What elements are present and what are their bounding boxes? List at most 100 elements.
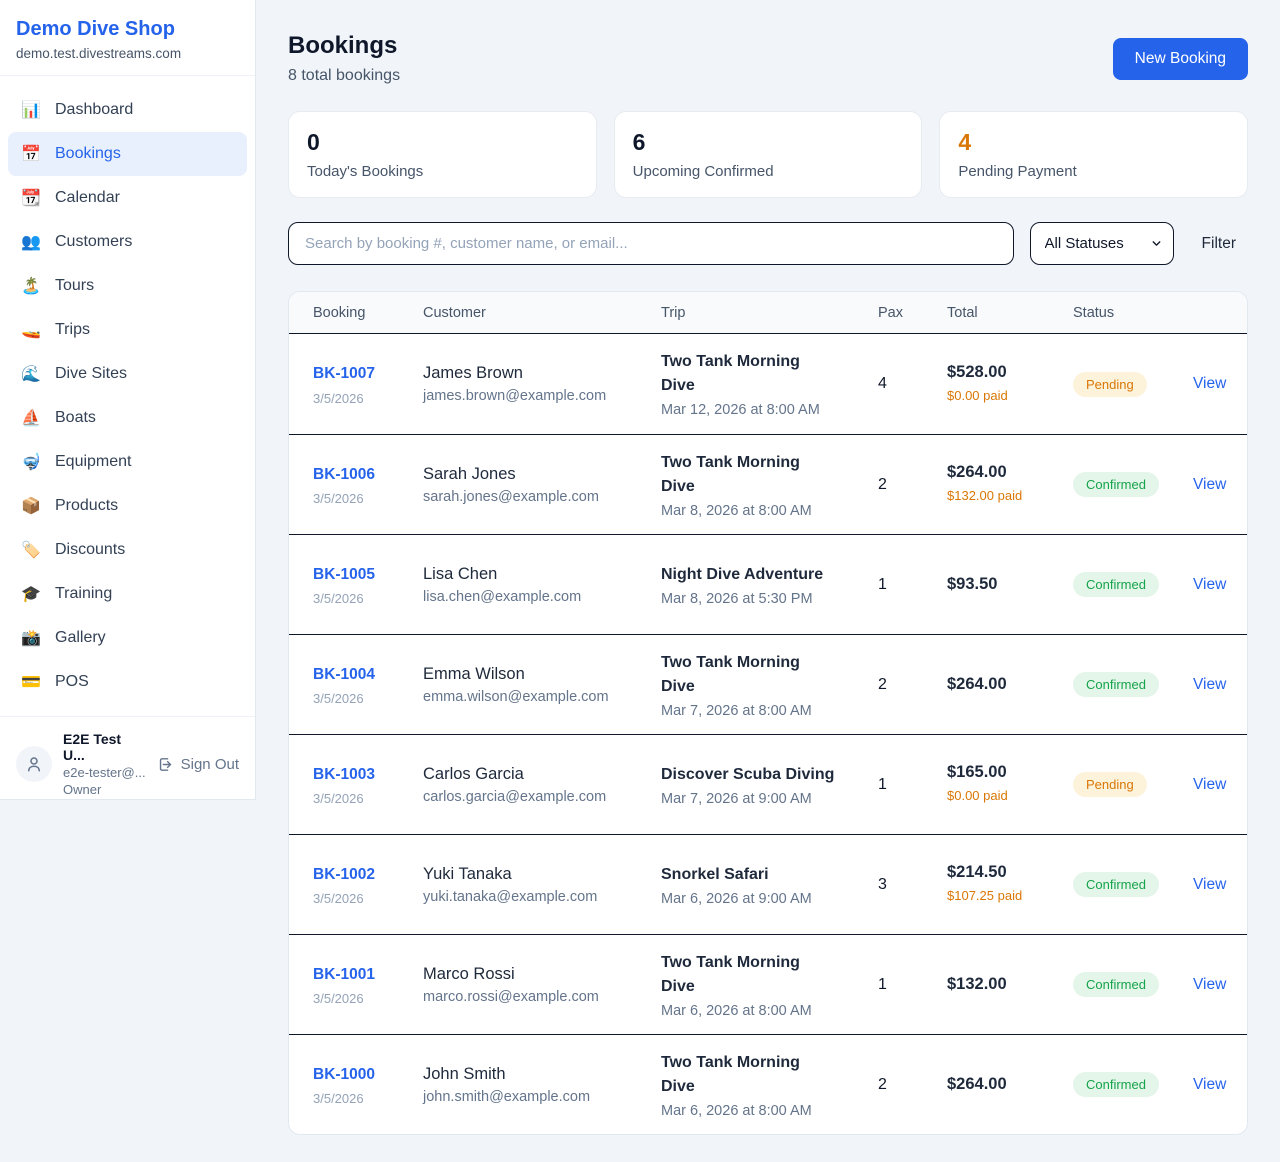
- brand-domain: demo.test.divestreams.com: [16, 46, 182, 61]
- view-link[interactable]: View: [1193, 575, 1227, 593]
- stat-label: Today's Bookings: [307, 163, 424, 180]
- pax-count: 2: [878, 1075, 887, 1093]
- sidebar-item-label: Products: [55, 497, 119, 514]
- view-link[interactable]: View: [1193, 875, 1227, 893]
- customer-name: Sarah Jones: [423, 464, 516, 483]
- customer-name: Marco Rossi: [423, 964, 515, 983]
- sidebar-item-label: Dashboard: [55, 101, 134, 118]
- sidebar-item-customers[interactable]: 👥 Customers: [8, 220, 247, 264]
- status-select-wrap: All Statuses: [1029, 222, 1174, 265]
- sidebar-item-label: Dive Sites: [55, 365, 128, 382]
- status-select[interactable]: All Statuses: [1029, 222, 1174, 265]
- view-link[interactable]: View: [1193, 675, 1227, 693]
- avatar: [16, 746, 52, 782]
- total-amount: $264.00: [947, 1075, 1007, 1093]
- sidebar-item-equipment[interactable]: 🤿 Equipment: [8, 440, 247, 484]
- sidebar-item-calendar[interactable]: 📆 Calendar: [8, 176, 247, 220]
- page-header: Bookings 8 total bookings New Booking: [288, 32, 1248, 85]
- trip-time: Mar 8, 2026 at 5:30 PM: [661, 590, 813, 607]
- pax-count: 1: [878, 775, 887, 793]
- status-badge: Confirmed: [1073, 972, 1159, 997]
- paid-amount: $107.25 paid: [947, 888, 1023, 904]
- pax-count: 3: [878, 875, 887, 893]
- sidebar-item-boats[interactable]: ⛵ Boats: [8, 396, 247, 440]
- sidebar-item-products[interactable]: 📦 Products: [8, 484, 247, 528]
- total-amount: $165.00: [947, 763, 1007, 782]
- customer-email: sarah.jones@example.com: [423, 488, 599, 505]
- total-amount: $132.00: [947, 975, 1007, 993]
- booking-date: 3/5/2026: [313, 390, 364, 406]
- sidebar-item-label: Customers: [55, 233, 133, 250]
- sidebar-item-discounts[interactable]: 🏷️ Discounts: [8, 528, 247, 572]
- trip-time: Mar 6, 2026 at 8:00 AM: [661, 1102, 812, 1119]
- paid-amount: $0.00 paid: [947, 387, 1008, 403]
- stat-card-pending-payment: 4 Pending Payment: [939, 111, 1248, 198]
- tear-off-calendar-icon: 📆: [21, 190, 41, 207]
- booking-id-link[interactable]: BK-1007: [313, 365, 376, 383]
- tag-icon: 🏷️: [21, 542, 41, 559]
- pax-count: 1: [878, 575, 887, 593]
- booking-date: 3/5/2026: [313, 691, 364, 706]
- trip-time: Mar 6, 2026 at 9:00 AM: [661, 890, 812, 907]
- booking-id-link[interactable]: BK-1006: [313, 465, 376, 483]
- pax-count: 2: [878, 675, 887, 693]
- sidebar-item-trips[interactable]: 🚤 Trips: [8, 308, 247, 352]
- column-header-booking: Booking: [313, 304, 366, 321]
- filter-button[interactable]: Filter: [1201, 234, 1236, 252]
- sidebar-item-label: Gallery: [55, 629, 106, 646]
- booking-id-link[interactable]: BK-1002: [313, 865, 376, 883]
- sidebar-item-dashboard[interactable]: 📊 Dashboard: [8, 88, 247, 132]
- sidebar-item-dive-sites[interactable]: 🌊 Dive Sites: [8, 352, 247, 396]
- user-role: Owner: [63, 782, 102, 797]
- booking-id-link[interactable]: BK-1003: [313, 765, 376, 783]
- sidebar: Demo Dive Shop demo.test.divestreams.com…: [0, 0, 256, 800]
- sidebar-item-tours[interactable]: 🏝️ Tours: [8, 264, 247, 308]
- booking-date: 3/5/2026: [313, 891, 364, 906]
- view-link[interactable]: View: [1193, 975, 1227, 993]
- customer-email: yuki.tanaka@example.com: [423, 888, 598, 905]
- brand-block: Demo Dive Shop demo.test.divestreams.com: [0, 0, 255, 76]
- trip-name: Two Tank Morning Dive: [661, 953, 800, 995]
- filters-row: All Statuses Filter: [288, 222, 1248, 265]
- table-row: BK-1002 3/5/2026 Yuki Tanaka yuki.tanaka…: [289, 834, 1247, 934]
- new-booking-button[interactable]: New Booking: [1112, 37, 1248, 80]
- view-link[interactable]: View: [1193, 475, 1227, 493]
- sidebar-item-gallery[interactable]: 📸 Gallery: [8, 616, 247, 660]
- sidebar-item-bookings[interactable]: 📅 Bookings: [8, 132, 247, 176]
- package-icon: 📦: [21, 498, 41, 515]
- sidebar-item-pos[interactable]: 💳 POS: [8, 660, 247, 704]
- trip-time: Mar 7, 2026 at 8:00 AM: [661, 702, 812, 719]
- person-icon: [28, 757, 40, 772]
- page-title-block: Bookings 8 total bookings: [288, 32, 400, 85]
- status-badge: Confirmed: [1073, 1072, 1159, 1097]
- sidebar-item-training[interactable]: 🎓 Training: [8, 572, 247, 616]
- graduation-cap-icon: 🎓: [21, 586, 41, 603]
- main-content: Bookings 8 total bookings New Booking 0 …: [256, 0, 1280, 1162]
- stat-value: 6: [632, 129, 646, 155]
- booking-id-link[interactable]: BK-1000: [313, 1065, 376, 1083]
- booking-id-link[interactable]: BK-1004: [313, 665, 376, 683]
- wave-icon: 🌊: [21, 366, 41, 383]
- booking-date: 3/5/2026: [313, 491, 364, 506]
- search-input[interactable]: [288, 222, 1014, 265]
- paid-amount: $0.00 paid: [947, 788, 1008, 804]
- view-link[interactable]: View: [1193, 1075, 1227, 1093]
- pax-count: 2: [878, 475, 887, 493]
- sidebar-item-label: Equipment: [55, 453, 132, 470]
- view-link[interactable]: View: [1193, 375, 1227, 392]
- booking-id-link[interactable]: BK-1005: [313, 565, 376, 583]
- customer-email: emma.wilson@example.com: [423, 688, 609, 705]
- table-row: BK-1006 3/5/2026 Sarah Jones sarah.jones…: [289, 434, 1247, 534]
- table-row: BK-1007 3/5/2026 James Brown james.brown…: [289, 334, 1247, 434]
- sidebar-nav: 📊 Dashboard 📅 Bookings 📆 Calendar 👥 Cust…: [0, 76, 255, 716]
- booking-id-link[interactable]: BK-1001: [313, 965, 376, 983]
- view-link[interactable]: View: [1193, 775, 1227, 793]
- status-badge: Confirmed: [1073, 672, 1159, 697]
- sign-out-button[interactable]: Sign Out: [157, 756, 239, 773]
- trip-name: Two Tank Morning Dive: [661, 453, 800, 495]
- sidebar-item-label: Discounts: [55, 541, 126, 558]
- user-name: E2E Test U...: [63, 731, 122, 763]
- paid-amount: $132.00 paid: [947, 488, 1023, 504]
- trip-time: Mar 6, 2026 at 8:00 AM: [661, 1002, 812, 1019]
- customer-name: John Smith: [423, 1064, 506, 1083]
